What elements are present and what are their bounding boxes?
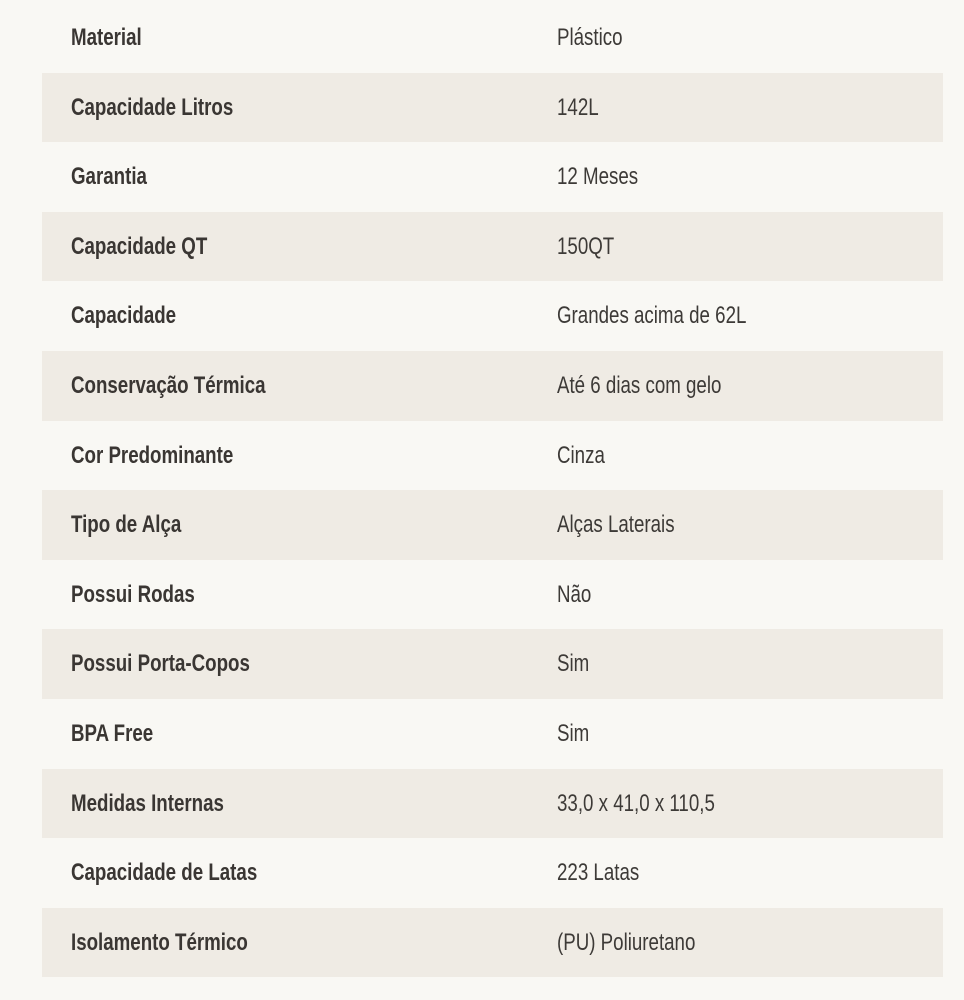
spec-value: Não — [557, 580, 592, 608]
table-row: Capacidade Grandes acima de 62L — [42, 281, 943, 351]
spec-value: 223 Latas — [557, 859, 640, 887]
table-row: Conservação Térmica Até 6 dias com gelo — [42, 350, 943, 421]
spec-label: Possui Rodas — [71, 580, 195, 608]
spec-label: Isolamento Térmico — [71, 928, 248, 956]
spec-label: Garantia — [71, 163, 147, 191]
spec-value: Grandes acima de 62L — [557, 302, 747, 330]
spec-label: Capacidade Litros — [71, 93, 234, 121]
spec-value: (PU) Poliuretano — [557, 928, 696, 956]
spec-label: Possui Porta-Copos — [71, 650, 250, 678]
spec-value: 33,0 x 41,0 x 110,5 — [557, 789, 715, 817]
spec-value: 150QT — [557, 232, 615, 260]
spec-value: Sim — [557, 719, 590, 747]
table-row: Garantia 12 Meses — [42, 142, 943, 212]
spec-label: Conservação Térmica — [71, 371, 266, 399]
spec-label: BPA Free — [71, 719, 154, 747]
spec-value: 142L — [557, 93, 599, 121]
spec-label: Capacidade — [71, 302, 177, 330]
spec-label: Tipo de Alça — [71, 511, 182, 539]
table-row: Possui Rodas Não — [42, 560, 943, 630]
spec-label: Medidas Internas — [71, 789, 224, 817]
spec-value: 12 Meses — [557, 163, 639, 191]
table-row: Possui Porta-Copos Sim — [42, 629, 943, 699]
table-row: Material Plástico — [42, 3, 943, 73]
spec-label: Cor Predominante — [71, 441, 234, 469]
table-row: BPA Free Sim — [42, 699, 943, 769]
table-row: Capacidade Litros 142L — [42, 72, 943, 143]
spec-label: Material — [71, 24, 142, 51]
table-row: Capacidade de Latas 223 Latas — [42, 838, 943, 908]
table-row: Isolamento Térmico (PU) Poliuretano — [42, 907, 943, 978]
spec-value: Até 6 dias com gelo — [557, 371, 722, 399]
spec-value: Plástico — [557, 24, 623, 51]
table-row: Capacidade QT 150QT — [42, 211, 943, 282]
spec-value: Sim — [557, 650, 590, 678]
specifications-table: Material Plástico Capacidade Litros 142L Gar… — [42, 3, 943, 978]
table-row: Medidas Internas 33,0 x 41,0 x 110,5 — [42, 768, 943, 839]
spec-value: Cinza — [557, 441, 605, 469]
spec-label: Capacidade de Latas — [71, 859, 258, 887]
table-row: Tipo de Alça Alças Laterais — [42, 490, 943, 560]
spec-value: Alças Laterais — [557, 511, 675, 539]
table-row: Cor Predominante Cinza — [42, 421, 943, 491]
spec-label: Capacidade QT — [71, 232, 208, 260]
